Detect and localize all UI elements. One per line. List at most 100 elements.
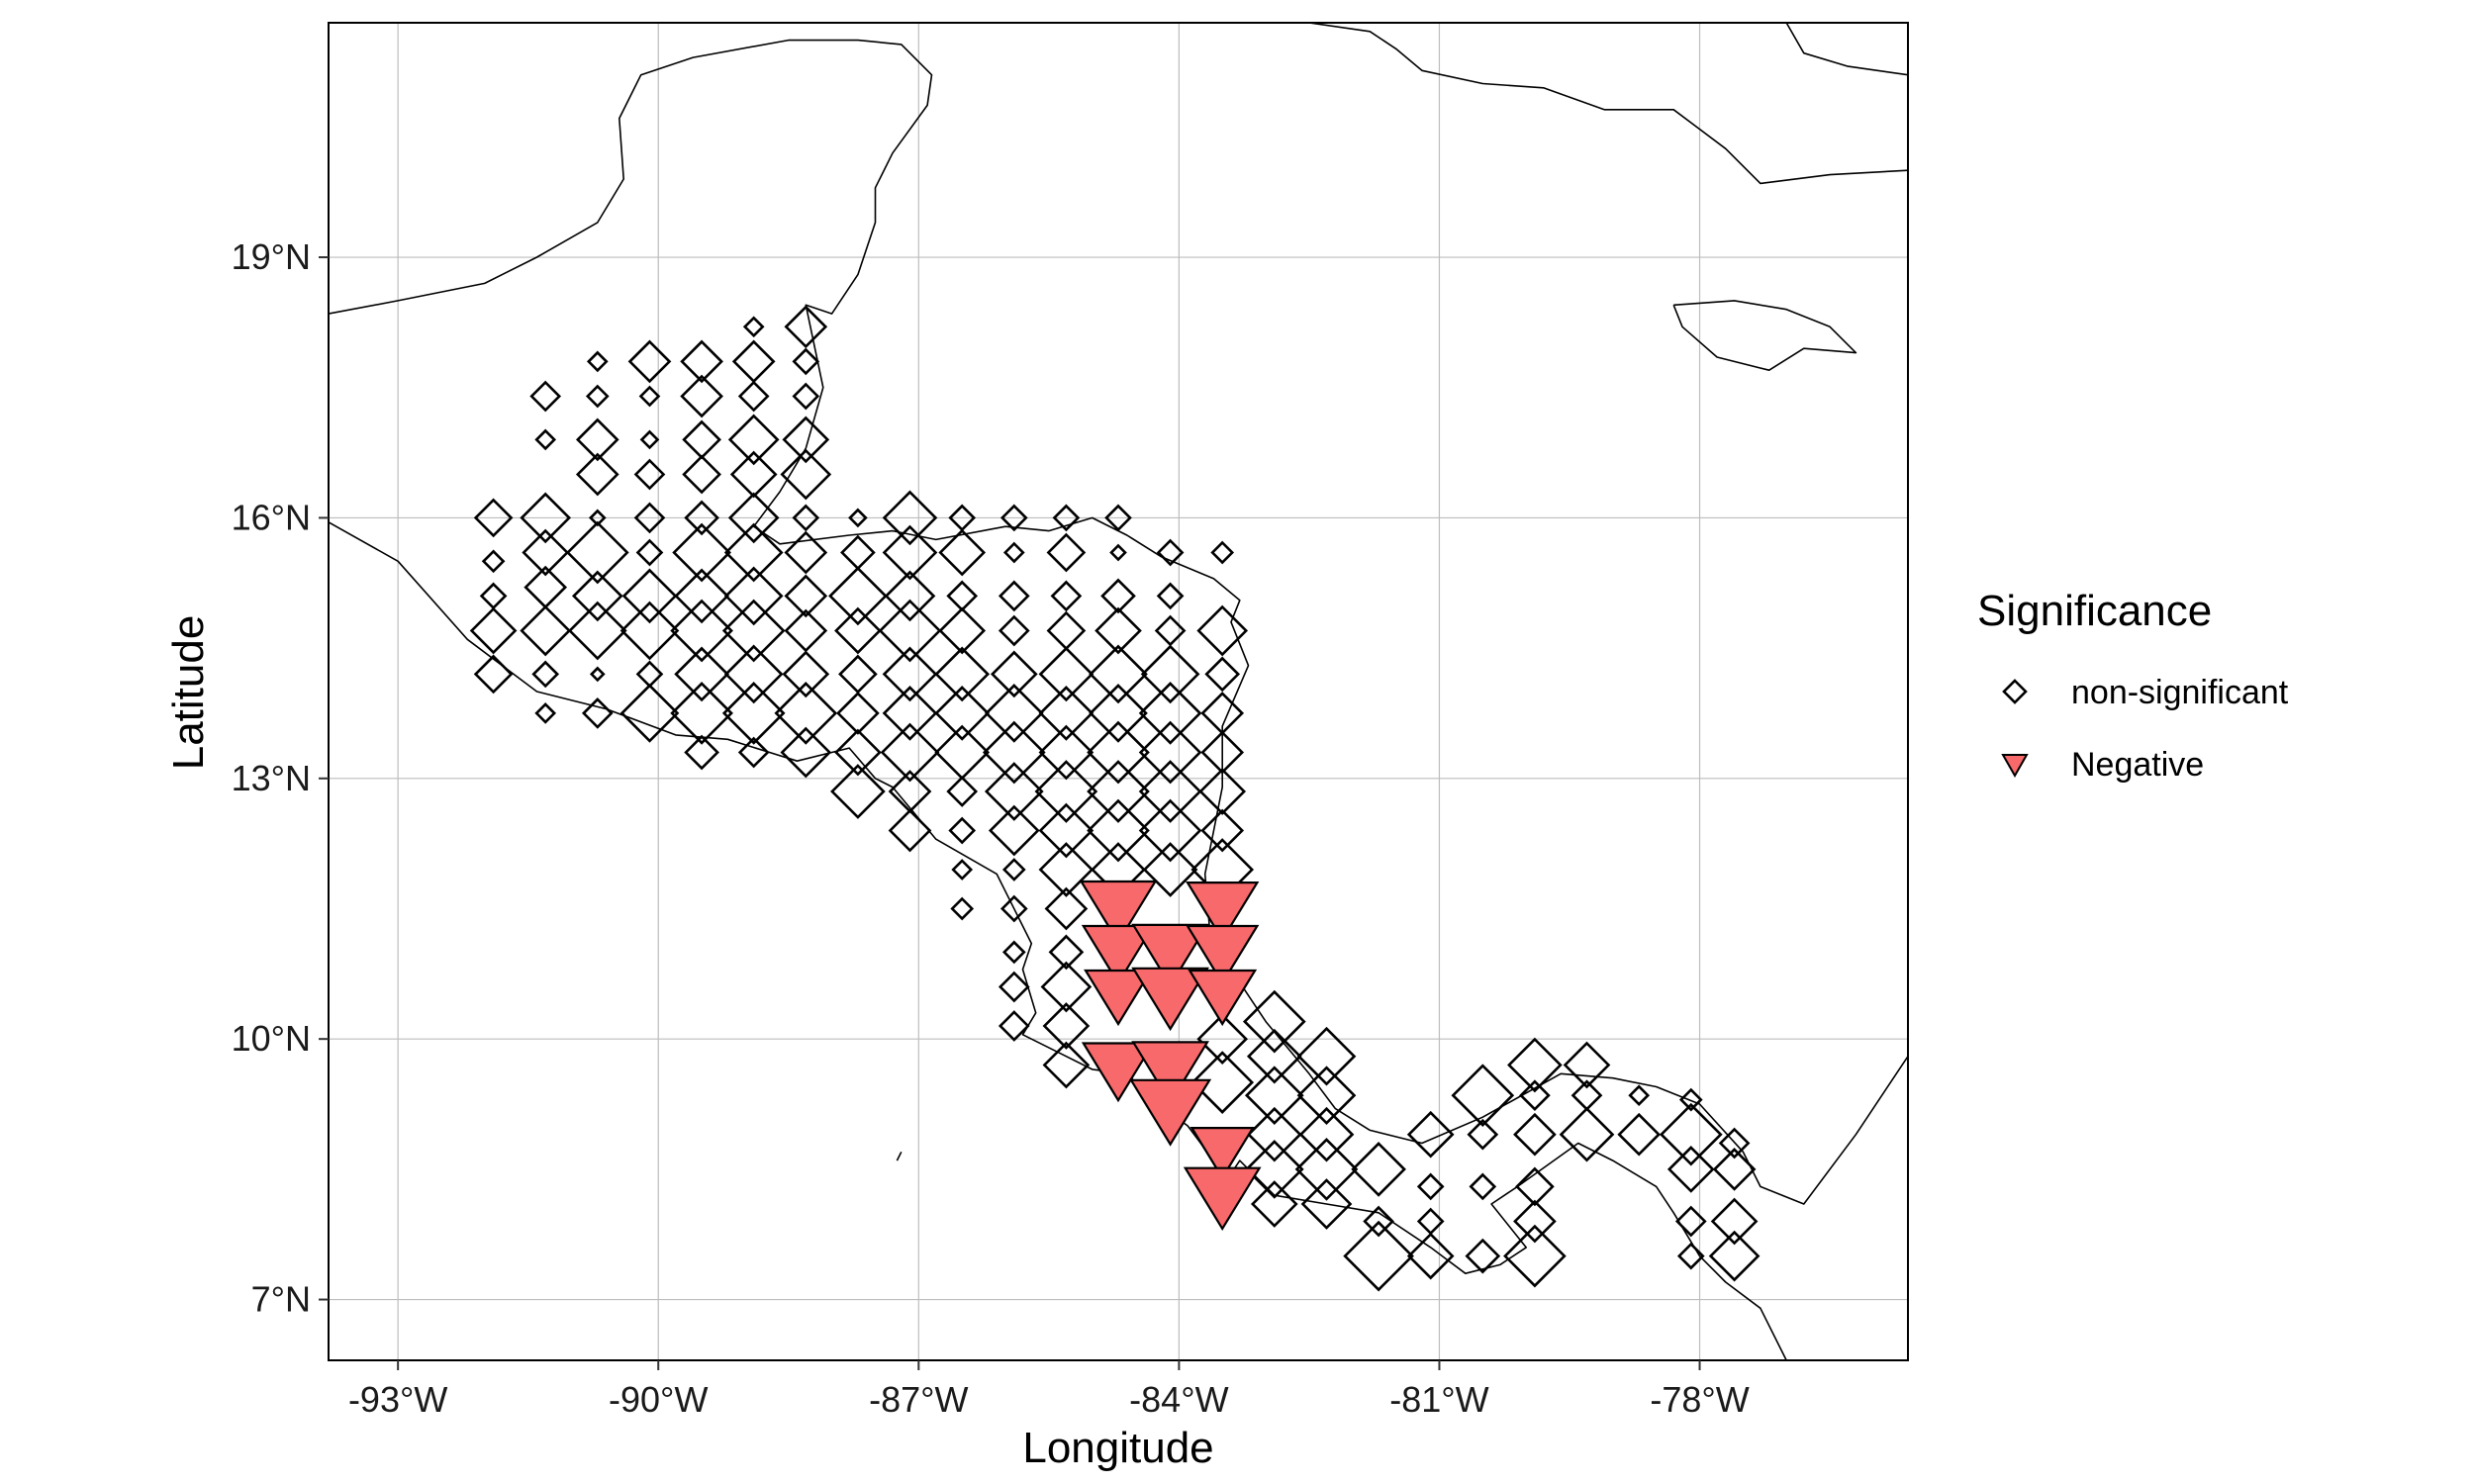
point-non-significant (1038, 724, 1094, 781)
point-non-significant (878, 599, 942, 663)
point-non-significant (990, 650, 1038, 698)
point-non-significant (998, 971, 1030, 1003)
point-non-significant (674, 568, 729, 624)
point-non-significant (780, 726, 832, 779)
legend-item-negative: Negative (2001, 746, 2204, 784)
point-non-significant (1154, 614, 1187, 647)
point-non-significant (828, 566, 888, 626)
point-non-significant (1406, 1232, 1455, 1280)
y-tick-label: 13°N (232, 758, 311, 798)
point-non-significant (950, 896, 975, 921)
point-non-significant (998, 580, 1030, 612)
point-non-significant (1046, 532, 1087, 573)
point-non-significant (680, 339, 723, 384)
legend: Significance non-significant Negative (1977, 587, 2289, 784)
point-non-significant (1712, 1148, 1757, 1191)
point-non-significant (672, 522, 731, 583)
point-non-significant (999, 504, 1028, 532)
point-non-significant (589, 666, 606, 683)
point-non-significant (1244, 1140, 1304, 1199)
point-non-significant (684, 500, 719, 536)
point-non-significant (1138, 682, 1202, 745)
y-axis-ticks: 7°N 10°N 13°N 16°N 19°N (232, 236, 329, 1320)
point-non-significant (1503, 1224, 1567, 1288)
point-non-significant (938, 606, 987, 655)
point-non-significant (469, 606, 518, 655)
point-non-significant (780, 448, 832, 501)
point-negative (1084, 969, 1153, 1027)
point-non-significant (836, 692, 880, 735)
point-non-significant (520, 492, 572, 544)
negative-markers (1079, 880, 1262, 1232)
point-non-significant (1628, 1084, 1651, 1107)
point-non-significant (729, 450, 778, 499)
point-non-significant (784, 608, 828, 653)
point-non-significant (1087, 720, 1150, 785)
point-non-significant (1038, 802, 1094, 859)
point-non-significant (1513, 1112, 1557, 1157)
point-non-significant (1104, 504, 1132, 532)
point-non-significant (1038, 686, 1094, 741)
point-non-significant (571, 570, 623, 622)
point-non-significant (723, 522, 784, 583)
point-non-significant (1138, 798, 1202, 863)
point-non-significant (1140, 644, 1200, 704)
legend-item-non-significant: non-significant (2002, 674, 2289, 711)
point-non-significant (1343, 1220, 1414, 1292)
point-non-significant (1198, 768, 1247, 815)
x-axis-ticks: -93°W -90°W -87°W -84°W -81°W -78°W (348, 1360, 1750, 1420)
point-non-significant (982, 720, 1046, 785)
point-non-significant (1563, 1041, 1611, 1089)
point-non-significant (834, 728, 882, 777)
point-non-significant (946, 776, 979, 807)
point-negative (1081, 924, 1156, 985)
point-non-significant (1710, 1197, 1759, 1246)
point-non-significant (1467, 1118, 1499, 1151)
point-non-significant (934, 686, 991, 741)
point-non-significant (588, 509, 607, 527)
y-axis-title: Latitude (164, 615, 213, 771)
point-non-significant (520, 604, 572, 657)
point-non-significant (1042, 1041, 1091, 1089)
point-non-significant (1666, 1146, 1715, 1193)
point-non-significant (1138, 760, 1202, 823)
point-negative (1131, 923, 1209, 988)
legend-label-non-significant: non-significant (2071, 674, 2289, 711)
panel-background (329, 23, 1908, 1360)
coastline-4 (1785, 23, 1908, 76)
point-non-significant (1204, 656, 1241, 693)
point-non-significant (1142, 842, 1198, 897)
point-non-significant (1298, 1106, 1355, 1162)
point-non-significant (1100, 578, 1136, 614)
point-non-significant (721, 682, 786, 745)
point-non-significant (784, 530, 828, 575)
point-non-significant (619, 601, 680, 661)
point-non-significant (575, 452, 619, 497)
point-non-significant (792, 347, 820, 376)
point-non-significant (721, 599, 786, 663)
point-non-significant (581, 697, 614, 729)
point-non-significant (1002, 541, 1025, 564)
point-negative (1186, 881, 1260, 942)
legend-label-negative: Negative (2071, 746, 2204, 784)
point-non-significant (1196, 604, 1249, 657)
point-non-significant (1363, 1205, 1394, 1238)
point-negative (1131, 1041, 1209, 1105)
point-non-significant (1156, 538, 1185, 567)
point-non-significant (534, 702, 557, 724)
non-significant-markers (469, 305, 1760, 1292)
point-non-significant (1042, 1002, 1091, 1050)
point-non-significant (1519, 1079, 1551, 1112)
point-non-significant (529, 380, 562, 413)
coastline-5 (1672, 300, 1857, 371)
point-non-significant (1034, 760, 1098, 823)
point-non-significant (1678, 1087, 1703, 1112)
point-non-significant (1050, 580, 1083, 612)
y-tick-label: 16°N (232, 497, 311, 537)
point-non-significant (575, 417, 619, 462)
x-tick-label: -81°W (1389, 1379, 1488, 1420)
point-non-significant (792, 382, 820, 411)
point-non-significant (670, 682, 733, 745)
point-non-significant (1513, 1199, 1557, 1244)
